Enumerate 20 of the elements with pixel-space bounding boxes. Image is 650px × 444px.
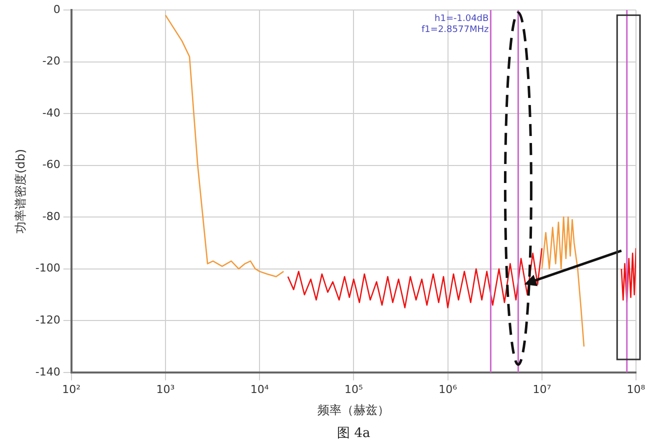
x-tick-label: 10⁸ [626, 382, 646, 396]
caption: 图 4a [337, 426, 371, 441]
y-tick-label: -100 [35, 262, 60, 275]
y-tick-label: -60 [42, 158, 60, 172]
x-tick-label: 10⁶ [438, 382, 458, 396]
x-tick-label: 10⁵ [344, 382, 363, 396]
x-tick-label: 10² [62, 382, 81, 396]
x-tick-label: 10³ [156, 382, 175, 396]
y-tick-label: -140 [35, 365, 60, 378]
annotation: h1=-1.04dB [434, 14, 489, 24]
y-tick-label: 0 [53, 2, 60, 16]
y-tick-label: -20 [42, 54, 60, 68]
x-tick-label: 10⁷ [532, 382, 552, 396]
x-tick-label: 10⁴ [250, 382, 270, 396]
annotation: f1=2.8577MHz [422, 24, 489, 35]
y-tick-label: -80 [42, 210, 60, 223]
x-axis-title: 频率（赫兹） [318, 402, 390, 417]
y-axis-title: 功率谱密度(db) [13, 148, 28, 234]
y-tick-label: -120 [35, 313, 60, 326]
y-tick-label: -40 [42, 106, 60, 120]
